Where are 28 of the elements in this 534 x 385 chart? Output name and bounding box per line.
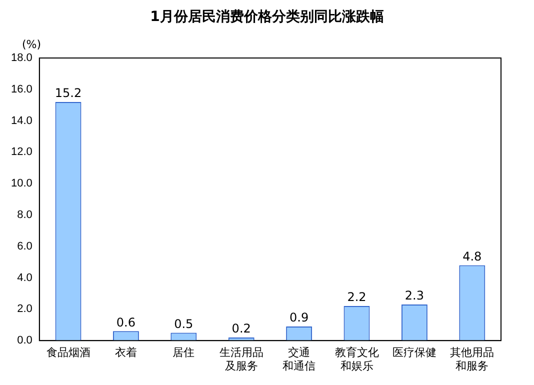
y-tick-label: 10.0 xyxy=(10,178,32,190)
chart-title: 1月份居民消费价格分类别同比涨跌幅 xyxy=(149,8,385,26)
y-tick-label: 4.0 xyxy=(17,272,32,284)
y-tick-label: 12.0 xyxy=(10,146,32,158)
data-label: 2.2 xyxy=(347,290,366,304)
x-tick-label: 医疗保健 xyxy=(392,346,436,360)
y-tick-label: 16.0 xyxy=(10,83,32,96)
data-label: 15.2 xyxy=(54,86,82,100)
x-tick-label: 教育文化和娱乐 xyxy=(334,346,379,372)
data-label: 0.6 xyxy=(116,315,136,330)
y-tick-label: 8.0 xyxy=(17,209,32,222)
x-tick-label: 交通和通信 xyxy=(282,346,316,372)
x-tick-label: 居住 xyxy=(172,347,195,360)
data-label: 0.5 xyxy=(174,316,194,331)
y-tick-label: 0.0 xyxy=(17,334,32,347)
y-tick-label: 18.0 xyxy=(10,52,32,64)
x-tick-label: 衣着 xyxy=(114,346,137,360)
data-label: 4.8 xyxy=(462,249,482,264)
data-label: 0.9 xyxy=(290,310,309,325)
data-label: 2.3 xyxy=(404,288,424,303)
x-tick-label: 生活用品及服务 xyxy=(219,346,264,372)
data-label: 0.2 xyxy=(232,322,251,336)
y-tick-label: 2.0 xyxy=(17,303,32,316)
y-axis-title: (%) xyxy=(22,38,42,51)
y-tick-label: 14.0 xyxy=(10,114,32,127)
y-tick-label: 6.0 xyxy=(17,240,32,252)
x-tick-label: 食品烟酒 xyxy=(46,346,90,360)
x-tick-label: 其他用品和服务 xyxy=(450,346,494,372)
